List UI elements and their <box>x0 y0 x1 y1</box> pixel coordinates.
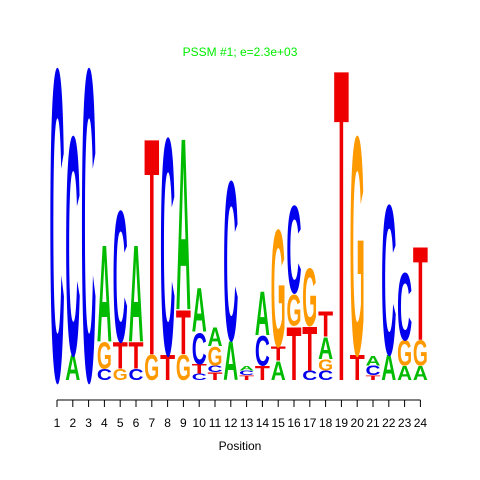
logo-letter: C <box>97 366 112 383</box>
logo-letter: A <box>413 362 428 384</box>
logo-letter: G <box>97 335 112 377</box>
logo-letter: A <box>97 216 112 371</box>
x-tick-label: 2 <box>69 416 76 430</box>
logo-letter: T <box>366 374 381 381</box>
x-tick-label: 4 <box>101 416 108 430</box>
x-tick-label: 18 <box>319 416 333 430</box>
x-tick-label: 16 <box>287 416 301 430</box>
logo-letter: T <box>287 312 302 397</box>
x-tick-label: 10 <box>193 416 207 430</box>
logo-letter: A <box>208 322 223 352</box>
x-tick-label: 22 <box>382 416 396 430</box>
logo-letter: T <box>192 362 207 377</box>
logo-letter: T <box>129 335 144 377</box>
logo-letter: T <box>160 348 175 388</box>
logo-letter: T <box>271 343 286 365</box>
logo-letter: C <box>81 0 96 475</box>
logo-letter: C <box>239 369 254 376</box>
logo-letter: T <box>208 370 223 382</box>
logo-letter: A <box>239 364 254 371</box>
logo-letter: T <box>239 374 254 381</box>
x-tick-label: 5 <box>117 416 124 430</box>
x-tick-label: 21 <box>366 416 380 430</box>
logo-letter: G <box>113 366 128 383</box>
logo-letter: C <box>65 73 80 422</box>
logo-letter: C <box>160 73 175 420</box>
x-tick-label: 17 <box>303 416 317 430</box>
x-tick-label: 7 <box>148 416 155 430</box>
logo-letter: T <box>176 297 191 368</box>
x-tick-label: 12 <box>224 416 238 430</box>
chart-title: PSSM #1; e=2.3e+03 <box>183 45 298 59</box>
logo-letter: C <box>129 366 144 383</box>
x-tick-label: 1 <box>54 416 61 430</box>
x-tick-label: 8 <box>164 416 171 430</box>
logo-letter: A <box>223 330 238 392</box>
logo-letter: G <box>318 356 333 373</box>
logo-letter: C <box>113 172 128 382</box>
logo-letter: G <box>350 73 365 422</box>
logo-letter: T <box>144 73 159 420</box>
logo-letter: T <box>302 313 317 384</box>
logo-letter: A <box>192 275 207 346</box>
logo-letter: C <box>397 253 412 361</box>
logo-letter: C <box>287 180 302 320</box>
x-tick-label: 3 <box>85 416 92 430</box>
x-axis-label: Position <box>219 439 262 453</box>
logo-letter: T <box>113 335 128 377</box>
logo-letter: C <box>50 0 65 475</box>
logo-letter: A <box>255 278 270 349</box>
logo-letter: C <box>366 363 381 378</box>
x-tick-label: 23 <box>398 416 412 430</box>
logo-letter: C <box>208 364 223 374</box>
logo-letter: C <box>302 368 317 383</box>
logo-letter: G <box>144 348 159 388</box>
x-tick-label: 15 <box>272 416 286 430</box>
x-tick-label: 20 <box>351 416 365 430</box>
logo-letter: T <box>255 362 270 384</box>
logo-letter: A <box>366 353 381 368</box>
x-tick-label: 9 <box>180 416 187 430</box>
logo-letter: C <box>223 135 238 389</box>
x-tick-label: 6 <box>133 416 140 430</box>
x-tick-label: 19 <box>335 416 349 430</box>
logo-letter: A <box>271 356 286 386</box>
logo-letter: G <box>287 285 302 335</box>
logo-letter: C <box>255 327 270 375</box>
logo-letter: C <box>192 372 207 382</box>
logo-letter: C <box>192 324 207 374</box>
logo-letter: G <box>413 333 428 373</box>
logo-letter: G <box>302 251 317 343</box>
logo-letter: A <box>381 348 396 388</box>
logo-letter: A <box>65 348 80 388</box>
logo-letter: G <box>208 341 223 371</box>
logo-letter: C <box>318 368 333 383</box>
logo-letter: A <box>318 331 333 366</box>
logo-letter: T <box>350 348 365 388</box>
logo-letter: A <box>397 362 412 384</box>
logo-letter: A <box>129 216 144 371</box>
x-tick-label: 24 <box>414 416 428 430</box>
logo-letter: T <box>413 220 428 370</box>
logo-letter: G <box>176 348 191 388</box>
logo-letter: C <box>381 161 396 401</box>
logo-letter: A <box>176 86 191 361</box>
x-tick-label: 11 <box>209 416 222 430</box>
logo-letter: T <box>334 0 349 475</box>
logo-letter: G <box>271 196 286 383</box>
logo-letter: G <box>397 333 412 373</box>
x-tick-label: 14 <box>256 416 270 430</box>
logo-letter: T <box>318 304 333 344</box>
x-tick-label: 13 <box>240 416 254 430</box>
